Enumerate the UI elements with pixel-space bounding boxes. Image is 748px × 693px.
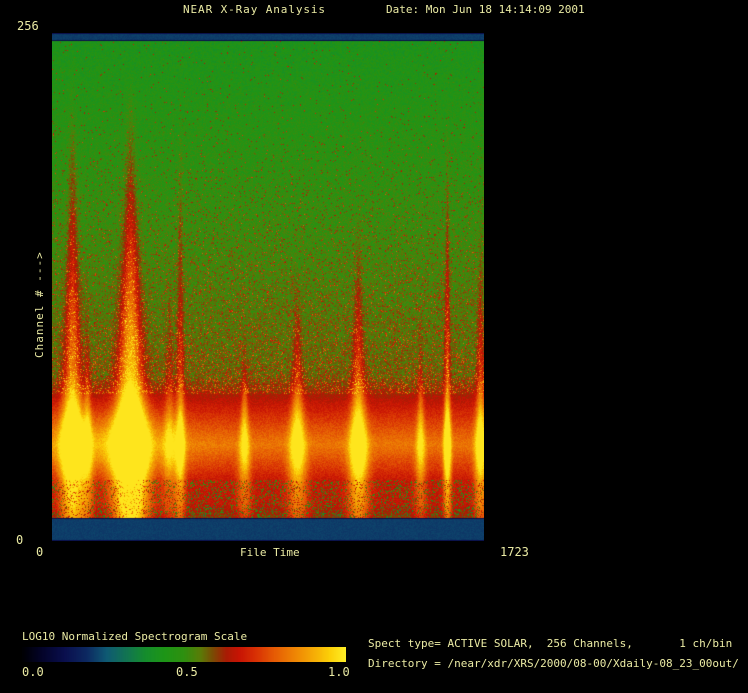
colorbar — [22, 647, 346, 662]
colorbar-tick-max: 1.0 — [328, 665, 350, 679]
x-axis-min-label: 0 — [36, 545, 44, 559]
y-axis-max-label: 256 — [17, 19, 39, 33]
y-axis-title: Channel # ---> — [33, 251, 46, 358]
colorbar-label: LOG10 Normalized Spectrogram Scale — [22, 630, 248, 643]
x-axis-title: File Time — [240, 546, 300, 559]
date-label: Date: Mon Jun 18 14:14:09 2001 — [386, 3, 585, 16]
spect-type-info: Spect type= ACTIVE SOLAR, 256 Channels, … — [368, 637, 733, 650]
directory-info: Directory = /near/xdr/XRS/2000/08-00/Xda… — [368, 657, 739, 670]
x-axis-max-label: 1723 — [500, 545, 529, 559]
y-axis-min-label: 0 — [16, 533, 24, 547]
spectrogram-plot — [52, 33, 484, 541]
colorbar-tick-mid: 0.5 — [176, 665, 198, 679]
colorbar-tick-min: 0.0 — [22, 665, 44, 679]
page-title: NEAR X-Ray Analysis — [183, 3, 326, 16]
